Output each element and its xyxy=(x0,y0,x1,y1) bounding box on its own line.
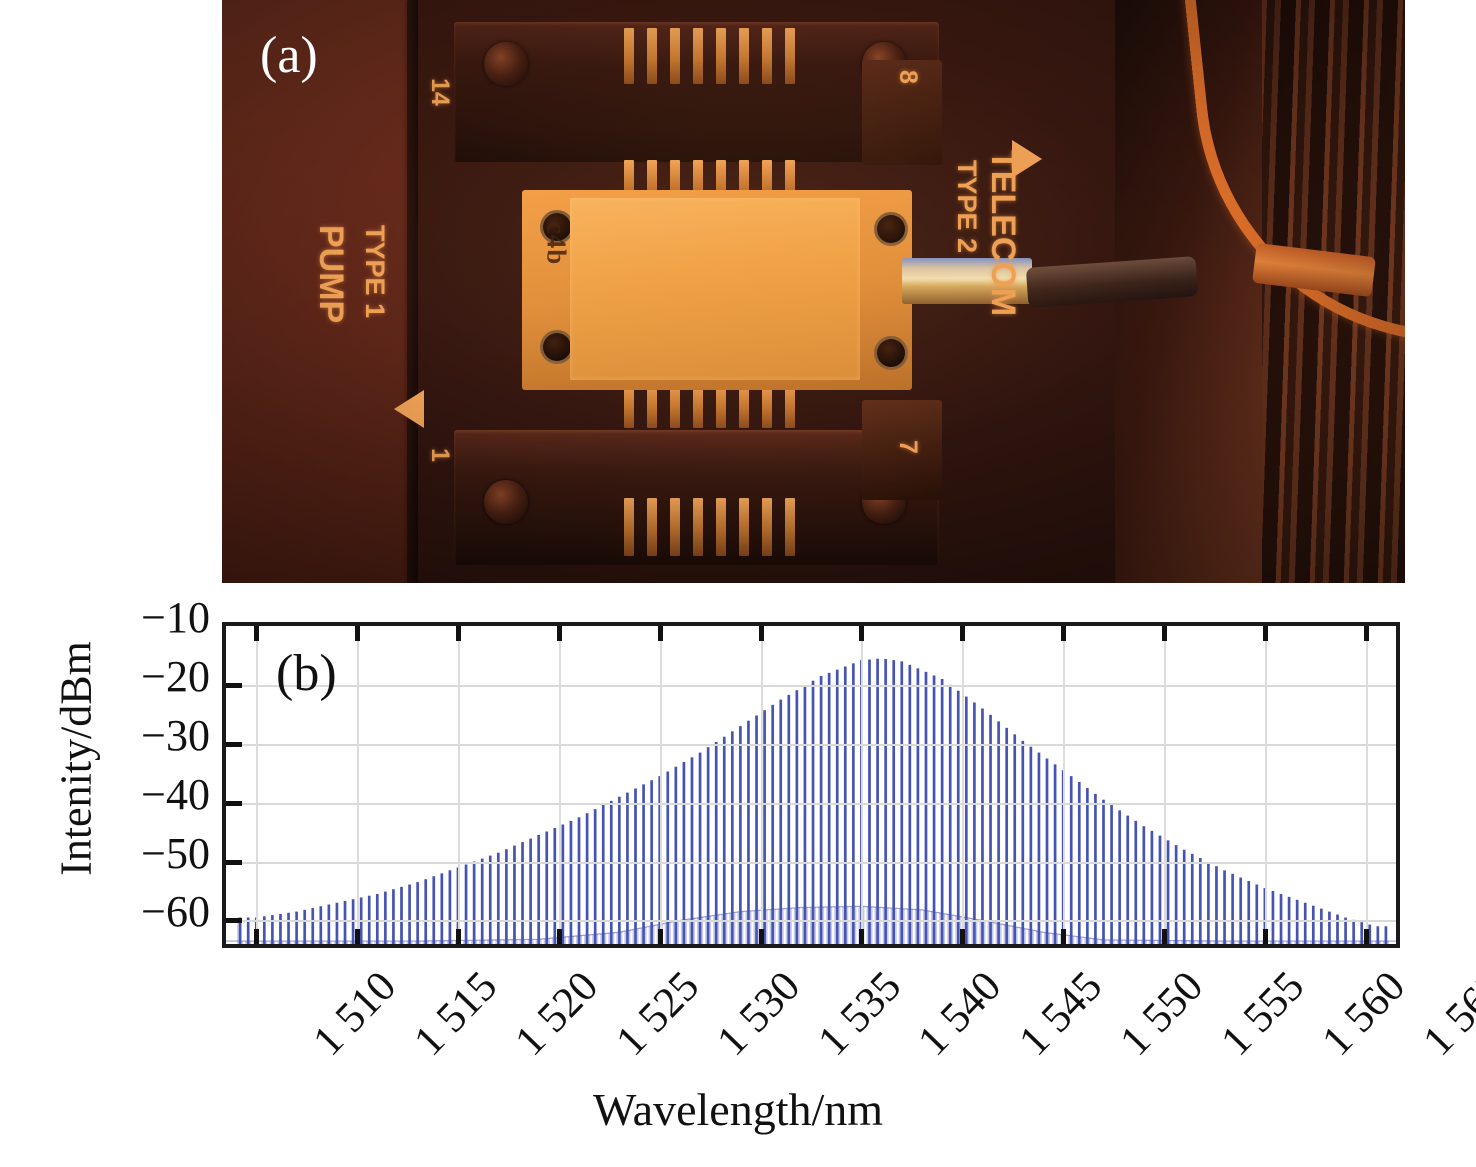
x-tick-label: 1 545 xyxy=(1010,962,1112,1065)
x-tick-label: 1 535 xyxy=(808,962,910,1065)
spectrum-comb-trace xyxy=(226,626,1396,944)
label-pin-1: 1 xyxy=(426,448,454,462)
gridline-vertical xyxy=(760,626,763,944)
module-mount-hole-top xyxy=(540,210,574,244)
module-mount-hole-bottom xyxy=(540,330,574,364)
x-axis-tick-bottom xyxy=(355,929,361,944)
socket-screw-top-left xyxy=(484,42,528,86)
gridline-vertical xyxy=(1063,626,1066,944)
gridline-horizontal xyxy=(226,802,1396,805)
x-axis-tick-bottom xyxy=(657,929,663,944)
module-mount-hole-top-right xyxy=(874,212,908,246)
x-axis-tick-bottom xyxy=(254,929,260,944)
gridline-vertical xyxy=(558,626,561,944)
pin-row-top-lower xyxy=(624,160,795,208)
x-axis-tick-top xyxy=(758,626,764,641)
y-tick-label: −30 xyxy=(141,710,210,760)
gridline-vertical xyxy=(1164,626,1167,944)
x-axis-tick-bottom xyxy=(1162,929,1168,944)
label-pump-type: TYPE 1 xyxy=(360,225,390,319)
pin-row-top-upper xyxy=(624,28,795,84)
x-axis-tick-top xyxy=(1363,626,1369,641)
x-axis-tick-bottom xyxy=(1363,929,1369,944)
triangle-left-icon xyxy=(394,390,424,428)
label-telecom-type: TYPE 2 xyxy=(952,160,982,254)
panel-label-a: (a) xyxy=(260,27,318,84)
connector-block-top xyxy=(862,60,942,165)
x-axis-tick-bottom xyxy=(455,929,461,944)
module-marking-text: c4b xyxy=(541,221,572,266)
x-axis-tick-bottom xyxy=(859,929,865,944)
x-axis-tick-top xyxy=(960,626,966,641)
x-tick-label: 1 510 xyxy=(304,962,406,1065)
label-pin-8: 8 xyxy=(894,70,922,84)
y-tick-label-group: −10 −20 −30 −40 −50 −60 xyxy=(100,593,210,948)
x-tick-label: 1 550 xyxy=(1111,962,1213,1065)
x-tick-label: 1 530 xyxy=(707,962,809,1065)
x-axis-tick-bottom xyxy=(1061,929,1067,944)
x-tick-label: 1 555 xyxy=(1212,962,1314,1065)
gridline-horizontal xyxy=(226,861,1396,864)
y-axis-tick xyxy=(226,682,242,688)
x-tick-label: 1 520 xyxy=(506,962,608,1065)
x-axis-tick-top xyxy=(859,626,865,641)
y-axis-tick xyxy=(226,918,242,924)
gridline-vertical xyxy=(962,626,965,944)
plot-axes-frame: (b) xyxy=(222,622,1400,948)
pin-row-bottom-lower xyxy=(624,498,795,556)
gridline-horizontal xyxy=(226,920,1396,923)
gridline-vertical xyxy=(861,626,864,944)
x-axis-tick-top xyxy=(355,626,361,641)
y-axis-tick xyxy=(226,800,242,806)
label-pin-14: 14 xyxy=(426,78,454,106)
y-tick-label: −40 xyxy=(141,769,210,819)
x-tick-label: 1 540 xyxy=(909,962,1011,1065)
gridline-vertical xyxy=(659,626,662,944)
x-axis-tick-bottom xyxy=(556,929,562,944)
x-axis-tick-top xyxy=(1262,626,1268,641)
gridline-vertical xyxy=(1365,626,1368,944)
x-axis-tick-top xyxy=(455,626,461,641)
x-axis-tick-top xyxy=(1162,626,1168,641)
gridline-horizontal xyxy=(226,684,1396,687)
y-tick-label: −60 xyxy=(141,887,210,937)
fiber-ferrule xyxy=(902,258,1032,304)
gridline-vertical xyxy=(457,626,460,944)
x-axis-tick-top xyxy=(254,626,260,641)
y-tick-label: −10 xyxy=(141,593,210,642)
gridline-vertical xyxy=(256,626,259,944)
x-axis-tick-top xyxy=(657,626,663,641)
socket-screw-bottom-left xyxy=(484,480,528,524)
gridline-vertical xyxy=(1264,626,1267,944)
y-axis-label: Intenity/dBm xyxy=(51,641,101,876)
y-axis-tick xyxy=(226,859,242,865)
x-axis-tick-top xyxy=(1061,626,1067,641)
x-axis-tick-bottom xyxy=(758,929,764,944)
x-tick-label: 1 515 xyxy=(405,962,507,1065)
mount-plate-left xyxy=(222,0,412,583)
x-tick-label: 1 525 xyxy=(607,962,709,1065)
y-tick-label: −50 xyxy=(141,828,210,878)
pin-row-bottom-upper xyxy=(624,380,795,428)
x-axis-label: Wavelength/nm xyxy=(592,1084,884,1135)
x-axis-tick-bottom xyxy=(960,929,966,944)
x-tick-label: 1 565 xyxy=(1413,962,1476,1065)
gridline-vertical xyxy=(357,626,360,944)
x-axis-tick-bottom xyxy=(1262,929,1268,944)
label-pump: PUMP xyxy=(312,225,350,324)
plate-edge-shadow xyxy=(402,0,418,583)
panel-label-b: (b) xyxy=(276,645,337,702)
x-axis-tick-top xyxy=(556,626,562,641)
label-pin-7: 7 xyxy=(894,440,922,454)
laser-module-lid xyxy=(570,198,860,380)
spectrum-plot-panel: Intenity/dBm −10 −20 −30 −40 −50 −60 (b) 1 51… xyxy=(0,583,1476,1167)
y-axis-tick xyxy=(226,741,242,747)
x-tick-label: 1 560 xyxy=(1313,962,1415,1065)
y-tick-label: −20 xyxy=(141,651,210,701)
device-photograph-panel: c4b PUMP TYPE 1 TELECOM TYPE 2 14 8 1 7 … xyxy=(222,0,1405,583)
gridline-horizontal xyxy=(226,743,1396,746)
module-mount-hole-bottom-right xyxy=(874,336,908,370)
triangle-right-icon xyxy=(1012,140,1042,178)
connector-block-bottom xyxy=(862,400,942,500)
